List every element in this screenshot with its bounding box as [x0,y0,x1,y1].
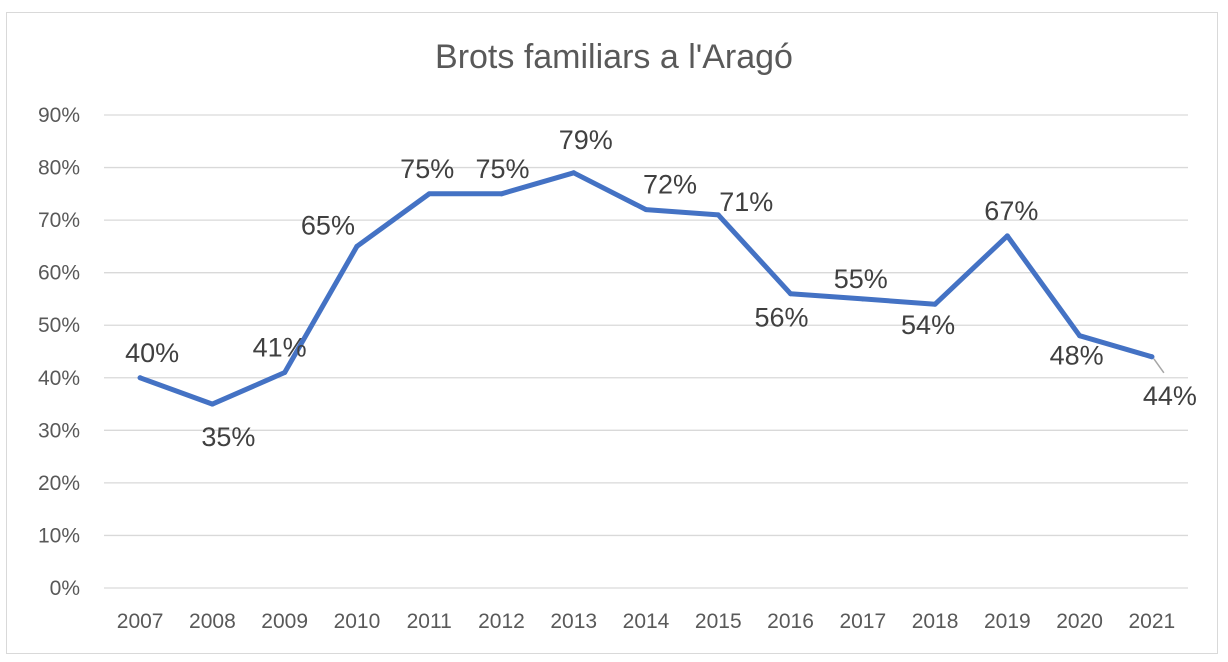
data-point [354,243,360,249]
y-tick-label: 80% [38,157,80,180]
data-label: 35% [201,422,255,452]
data-label: 54% [901,310,955,340]
data-point [137,375,143,381]
data-label: 56% [755,303,809,333]
x-tick-label: 2017 [839,610,886,633]
x-tick-label: 2010 [334,610,381,633]
y-tick-label: 70% [38,209,80,232]
y-tick-label: 20% [38,472,80,495]
y-axis-ticks: 0% 10% 20% 30% 40% 50% 60% 70% 80% 90% [38,104,80,600]
y-tick-label: 40% [38,367,80,390]
x-tick-label: 2011 [407,610,452,633]
data-label: 75% [400,154,454,184]
data-point [1149,354,1155,360]
data-label: 72% [643,170,697,200]
data-point [498,191,504,197]
gridlines [104,114,1188,589]
y-tick-label: 30% [38,419,80,442]
data-point [860,296,866,302]
data-label: 65% [301,210,355,240]
x-tick-label: 2016 [767,610,814,633]
x-tick-label: 2021 [1129,610,1176,633]
data-labels: 40% 35% 41% 65% 75% 75% 79% 72% 71% 56% 55% 54% 67% 4… [125,125,1197,452]
data-point [788,291,794,297]
data-point [426,191,432,197]
x-tick-label: 2015 [695,610,742,633]
y-tick-label: 50% [38,314,80,337]
label-leader-line [1153,358,1165,374]
x-tick-label: 2018 [912,610,959,633]
data-point [932,301,938,307]
data-label: 71% [719,187,773,217]
y-tick-label: 60% [38,262,80,285]
y-tick-label: 90% [38,104,80,127]
data-label: 67% [984,196,1038,226]
x-tick-label: 2020 [1056,610,1103,633]
data-point [209,401,215,407]
chart-title: Brots familiars a l'Aragó [435,38,793,76]
data-label: 79% [559,125,613,155]
data-point [715,212,721,218]
data-label: 44% [1143,381,1197,411]
data-label: 55% [834,264,888,294]
data-label: 41% [253,333,307,363]
y-tick-label: 10% [38,524,80,547]
chart-frame [6,12,1218,654]
data-point [1077,333,1083,339]
data-label: 40% [125,338,179,368]
data-point [1004,233,1010,239]
x-tick-label: 2013 [550,610,597,633]
series-layer [137,170,1155,407]
x-tick-label: 2012 [478,610,525,633]
x-tick-label: 2009 [261,610,308,633]
data-point [282,370,288,376]
x-tick-label: 2014 [623,610,670,633]
y-tick-label: 0% [50,577,80,600]
data-point [571,170,577,176]
x-tick-label: 2007 [117,610,164,633]
x-axis-ticks: 2007 2008 2009 2010 2011 2012 2013 2014 2015 2016… [117,610,1175,633]
x-tick-label: 2019 [984,610,1031,633]
data-point [643,207,649,213]
data-label: 75% [475,154,529,184]
data-label: 48% [1050,341,1104,371]
x-tick-label: 2008 [189,610,236,633]
